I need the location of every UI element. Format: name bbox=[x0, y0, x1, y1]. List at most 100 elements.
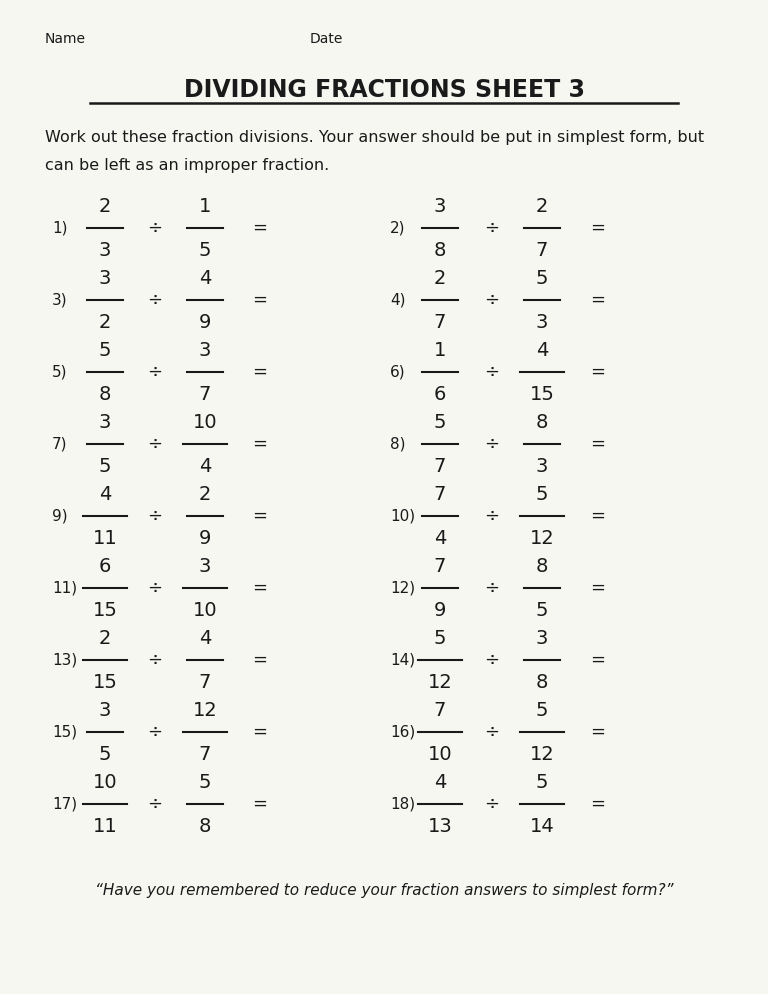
Text: 10: 10 bbox=[428, 745, 452, 763]
Text: 8: 8 bbox=[536, 673, 548, 692]
Text: =: = bbox=[252, 651, 267, 669]
Text: 7): 7) bbox=[52, 436, 68, 451]
Text: 4: 4 bbox=[199, 268, 211, 287]
Text: ÷: ÷ bbox=[485, 219, 499, 237]
Text: =: = bbox=[590, 579, 605, 597]
Text: 8: 8 bbox=[536, 557, 548, 576]
Text: 12: 12 bbox=[530, 529, 554, 548]
Text: Date: Date bbox=[310, 32, 343, 46]
Text: 12: 12 bbox=[428, 673, 452, 692]
Text: 11): 11) bbox=[52, 580, 77, 595]
Text: =: = bbox=[252, 723, 267, 741]
Text: 15: 15 bbox=[93, 600, 118, 619]
Text: ÷: ÷ bbox=[147, 363, 163, 381]
Text: 13: 13 bbox=[428, 816, 452, 836]
Text: 10: 10 bbox=[193, 600, 217, 619]
Text: 6: 6 bbox=[434, 385, 446, 404]
Text: 9): 9) bbox=[52, 509, 68, 524]
Text: ÷: ÷ bbox=[147, 219, 163, 237]
Text: 3): 3) bbox=[52, 292, 68, 307]
Text: 5: 5 bbox=[99, 341, 111, 360]
Text: =: = bbox=[252, 795, 267, 813]
Text: 2: 2 bbox=[99, 197, 111, 216]
Text: 6: 6 bbox=[99, 557, 111, 576]
Text: ÷: ÷ bbox=[485, 363, 499, 381]
Text: 4: 4 bbox=[99, 484, 111, 504]
Text: ÷: ÷ bbox=[485, 507, 499, 525]
Text: 6): 6) bbox=[390, 365, 406, 380]
Text: 7: 7 bbox=[199, 385, 211, 404]
Text: Name: Name bbox=[45, 32, 86, 46]
Text: =: = bbox=[590, 219, 605, 237]
Text: 2): 2) bbox=[390, 221, 406, 236]
Text: ÷: ÷ bbox=[147, 435, 163, 453]
Text: 8: 8 bbox=[199, 816, 211, 836]
Text: =: = bbox=[590, 651, 605, 669]
Text: ÷: ÷ bbox=[147, 579, 163, 597]
Text: 7: 7 bbox=[434, 484, 446, 504]
Text: 2: 2 bbox=[99, 312, 111, 332]
Text: =: = bbox=[252, 363, 267, 381]
Text: 4: 4 bbox=[434, 529, 446, 548]
Text: 7: 7 bbox=[199, 745, 211, 763]
Text: 9: 9 bbox=[199, 529, 211, 548]
Text: 1): 1) bbox=[52, 221, 68, 236]
Text: 10: 10 bbox=[93, 772, 118, 791]
Text: =: = bbox=[252, 435, 267, 453]
Text: =: = bbox=[590, 795, 605, 813]
Text: ÷: ÷ bbox=[485, 291, 499, 309]
Text: 1: 1 bbox=[434, 341, 446, 360]
Text: 5: 5 bbox=[434, 413, 446, 431]
Text: =: = bbox=[590, 291, 605, 309]
Text: 11: 11 bbox=[93, 816, 118, 836]
Text: 2: 2 bbox=[434, 268, 446, 287]
Text: 3: 3 bbox=[536, 628, 548, 647]
Text: 4: 4 bbox=[434, 772, 446, 791]
Text: 14: 14 bbox=[530, 816, 554, 836]
Text: 2: 2 bbox=[199, 484, 211, 504]
Text: 4: 4 bbox=[536, 341, 548, 360]
Text: 5: 5 bbox=[434, 628, 446, 647]
Text: 15: 15 bbox=[93, 673, 118, 692]
Text: 3: 3 bbox=[99, 241, 111, 259]
Text: 9: 9 bbox=[199, 312, 211, 332]
Text: 11: 11 bbox=[93, 529, 118, 548]
Text: 4: 4 bbox=[199, 456, 211, 475]
Text: DIVIDING FRACTIONS SHEET 3: DIVIDING FRACTIONS SHEET 3 bbox=[184, 78, 584, 102]
Text: 5: 5 bbox=[99, 456, 111, 475]
Text: 7: 7 bbox=[434, 557, 446, 576]
Text: =: = bbox=[252, 219, 267, 237]
Text: ÷: ÷ bbox=[147, 723, 163, 741]
Text: 3: 3 bbox=[434, 197, 446, 216]
Text: 10): 10) bbox=[390, 509, 415, 524]
Text: 15): 15) bbox=[52, 725, 77, 740]
Text: 7: 7 bbox=[199, 673, 211, 692]
Text: 12): 12) bbox=[390, 580, 415, 595]
Text: 4): 4) bbox=[390, 292, 406, 307]
Text: 5: 5 bbox=[536, 701, 548, 720]
Text: 5: 5 bbox=[536, 600, 548, 619]
Text: 2: 2 bbox=[536, 197, 548, 216]
Text: “Have you remembered to reduce your fraction answers to simplest form?”: “Have you remembered to reduce your frac… bbox=[94, 883, 674, 898]
Text: 7: 7 bbox=[434, 456, 446, 475]
Text: 8: 8 bbox=[99, 385, 111, 404]
Text: 15: 15 bbox=[530, 385, 554, 404]
Text: 1: 1 bbox=[199, 197, 211, 216]
Text: 8: 8 bbox=[434, 241, 446, 259]
Text: 12: 12 bbox=[530, 745, 554, 763]
Text: =: = bbox=[252, 291, 267, 309]
Text: ÷: ÷ bbox=[485, 651, 499, 669]
Text: =: = bbox=[590, 363, 605, 381]
Text: 4: 4 bbox=[199, 628, 211, 647]
Text: 5): 5) bbox=[52, 365, 68, 380]
Text: 5: 5 bbox=[199, 241, 211, 259]
Text: =: = bbox=[590, 435, 605, 453]
Text: =: = bbox=[590, 723, 605, 741]
Text: 5: 5 bbox=[536, 772, 548, 791]
Text: 3: 3 bbox=[99, 701, 111, 720]
Text: 13): 13) bbox=[52, 652, 78, 668]
Text: ÷: ÷ bbox=[485, 579, 499, 597]
Text: ÷: ÷ bbox=[485, 795, 499, 813]
Text: ÷: ÷ bbox=[147, 795, 163, 813]
Text: 8): 8) bbox=[390, 436, 406, 451]
